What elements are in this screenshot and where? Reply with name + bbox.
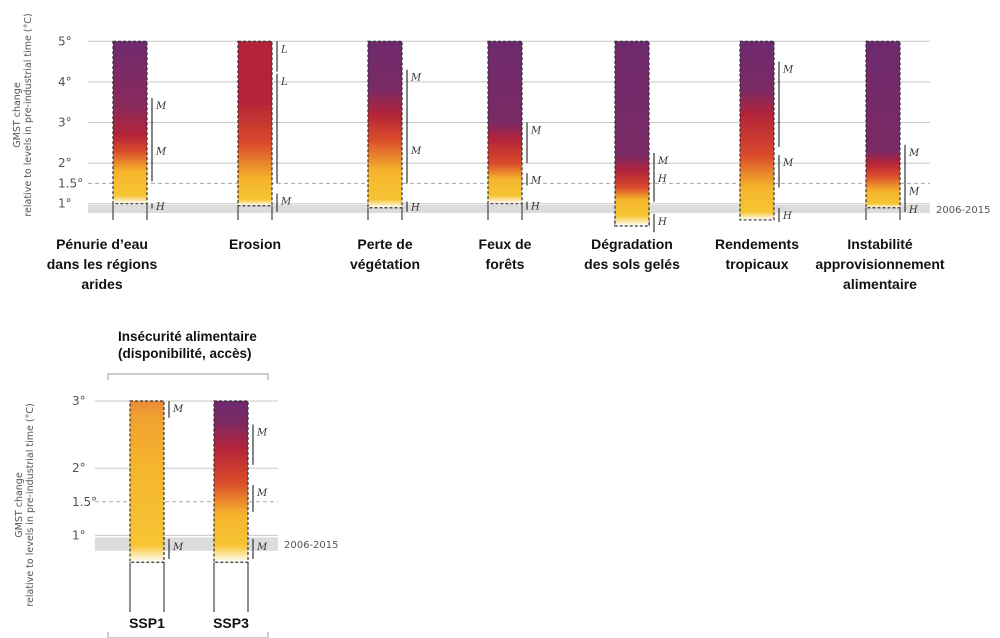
category-label: approvisionnement: [815, 256, 944, 272]
confidence-label: M: [280, 197, 292, 208]
category-label: tropicaux: [725, 256, 788, 272]
confidence-label: H: [410, 203, 420, 214]
risk-bar-outline: [614, 40, 650, 227]
y-tick-label: 1.5°: [58, 176, 83, 190]
reference-band: [95, 537, 278, 551]
risk-bar-outline: [487, 40, 523, 205]
confidence-label: M: [256, 428, 268, 439]
category-label: Rendements: [715, 236, 799, 252]
y-tick-label: 3°: [72, 394, 86, 408]
y-tick-label: 2°: [58, 156, 72, 170]
confidence-label: M: [657, 156, 669, 167]
category-label: Erosion: [229, 236, 281, 252]
confidence-label: M: [530, 175, 542, 186]
risk-bar-outline: [112, 40, 148, 205]
risk-bar-outline: [237, 40, 273, 207]
y-tick-label: 5°: [58, 34, 72, 48]
x-axis-bracket: [107, 632, 269, 638]
y-axis-label-line1: GMST change: [14, 472, 25, 538]
risk-bar: [866, 41, 900, 208]
risk-bar: [214, 401, 248, 563]
y-tick-label: 2°: [72, 461, 86, 475]
chart-title: Insécurité alimentaire: [118, 329, 257, 344]
risk-bar-outline: [865, 40, 901, 209]
category-label: forêts: [486, 256, 525, 272]
confidence-label: M: [172, 542, 184, 553]
category-label: Pénurie d’eau: [56, 236, 148, 252]
category-label: dans les régions: [47, 256, 158, 272]
category-label: SSP1: [129, 615, 165, 631]
category-label: SSP3: [213, 615, 249, 631]
title-bracket: [107, 373, 269, 380]
confidence-label: H: [155, 202, 165, 213]
risk-bar-outline: [213, 400, 249, 563]
category-label: végétation: [350, 256, 420, 272]
confidence-label: M: [155, 101, 167, 112]
confidence-label: L: [280, 44, 288, 55]
confidence-label: M: [908, 186, 920, 197]
risk-bar: [238, 41, 272, 206]
confidence-label: M: [410, 146, 422, 157]
risk-bar: [368, 41, 402, 208]
reference-band: [88, 204, 930, 214]
y-tick-label: 4°: [58, 75, 72, 89]
y-tick-label: 1°: [58, 197, 72, 211]
risk-bar-outline: [739, 40, 775, 221]
risk-bar: [488, 41, 522, 204]
confidence-label: M: [172, 404, 184, 415]
confidence-label: H: [908, 205, 918, 216]
risk-bar: [740, 41, 774, 220]
category-label: Perte de: [357, 236, 412, 252]
confidence-label: M: [530, 126, 542, 137]
confidence-label: L: [280, 77, 288, 88]
category-label: Feux de: [479, 236, 532, 252]
confidence-label: M: [782, 158, 794, 169]
risk-bar: [615, 41, 649, 227]
reference-band-label: 2006-2015: [284, 540, 339, 551]
confidence-label: M: [782, 65, 794, 76]
chart-title: (disponibilité, accès): [118, 346, 252, 361]
risk-bar-outline: [129, 400, 165, 563]
confidence-label: H: [657, 174, 667, 185]
confidence-label: M: [908, 148, 920, 159]
reference-band-label: 2006-2015: [936, 205, 991, 216]
risk-bar-outline: [367, 40, 403, 209]
confidence-label: M: [410, 73, 422, 84]
y-tick-label: 3°: [58, 116, 72, 130]
category-label: des sols gelés: [584, 256, 680, 272]
category-label: arides: [81, 276, 122, 292]
y-axis-label-line2: relative to levels in pre-industrial tim…: [25, 403, 36, 606]
y-tick-label: 1°: [72, 528, 86, 542]
confidence-label: M: [256, 542, 268, 553]
category-label: Dégradation: [591, 236, 673, 252]
y-axis-label-line2: relative to levels in pre-industrial tim…: [23, 13, 34, 216]
confidence-label: M: [155, 147, 167, 158]
y-axis-label: GMST change relative to levels in pre-ind…: [12, 13, 34, 216]
confidence-label: H: [530, 202, 540, 213]
y-axis-label: GMST change relative to levels in pre-ind…: [14, 403, 36, 606]
risk-bar: [113, 41, 147, 204]
confidence-label: H: [657, 217, 667, 228]
confidence-label: M: [256, 488, 268, 499]
category-label: Instabilité: [847, 236, 913, 252]
risk-bar: [130, 401, 164, 563]
y-axis-label-line1: GMST change: [12, 82, 23, 148]
chart-food-insecurity: 2006-2015 3° 2° 1.5° 1° GMST change relative t…: [14, 329, 339, 638]
y-tick-label: 1.5°: [72, 495, 97, 509]
confidence-label: H: [782, 211, 792, 222]
chart-risk-by-impact: 2006-2015 5° 4° 3° 2° 1.5° 1° GMST change relati…: [12, 13, 991, 292]
category-label: alimentaire: [843, 276, 917, 292]
